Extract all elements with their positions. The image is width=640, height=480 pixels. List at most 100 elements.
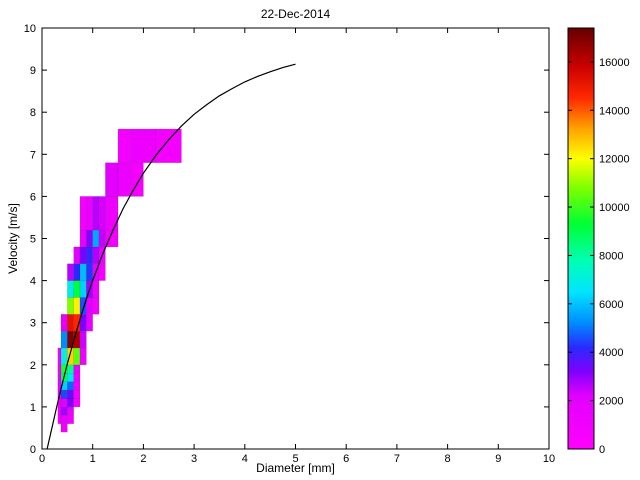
colorbar-tick-label: 14000 — [599, 105, 630, 117]
heatmap-cell — [67, 314, 74, 332]
colorbar-tick-label: 4000 — [599, 347, 623, 359]
heatmap-cell — [60, 398, 68, 408]
heatmap-cell — [79, 280, 87, 298]
heatmap-cell — [60, 423, 68, 433]
heatmap-cell — [79, 196, 87, 231]
x-axis-label: Diameter [mm] — [256, 461, 335, 475]
heatmap-cell — [67, 389, 74, 399]
heatmap-cell — [79, 330, 87, 349]
heatmap-cell — [57, 406, 62, 424]
heatmap-cell — [60, 415, 68, 424]
heatmap-cell — [73, 364, 81, 374]
heatmap-cell — [57, 372, 62, 391]
axes-ticks — [41, 27, 550, 450]
heatmap-cell — [73, 398, 81, 408]
heatmap-cell — [60, 347, 68, 366]
colorbar — [567, 27, 595, 450]
heatmap-cell — [79, 263, 87, 281]
x-tick-label: 1 — [90, 453, 96, 465]
heatmap-cell — [79, 347, 87, 366]
terminal-velocity-curve — [46, 63, 296, 450]
x-tick-label: 2 — [140, 453, 146, 465]
heatmap-cell — [57, 364, 62, 374]
heatmap-cell — [117, 162, 131, 197]
x-tick-label: 5 — [292, 453, 298, 465]
heatmap-cell — [86, 196, 93, 231]
heatmap-cell — [130, 128, 157, 163]
heatmap-cell — [60, 330, 68, 349]
heatmap-cell — [86, 314, 93, 332]
heatmap-cell — [73, 389, 81, 399]
heatmap-cell — [67, 415, 74, 424]
heatmap-cell — [60, 406, 68, 416]
y-tick-label: 9 — [30, 65, 36, 77]
heatmap-cell — [86, 263, 93, 281]
y-tick-label: 8 — [30, 107, 36, 119]
y-tick-label: 3 — [30, 318, 36, 330]
heatmap-cell — [155, 128, 182, 163]
heatmap-cell — [73, 246, 81, 265]
heatmap-cell — [67, 398, 74, 408]
x-tick-label: 6 — [343, 453, 349, 465]
heatmap-cell — [73, 297, 81, 315]
heatmap-cell — [92, 297, 100, 315]
heatmap-cell — [67, 372, 74, 382]
chart-title: 22-Dec-2014 — [260, 7, 331, 21]
heatmap-cell — [67, 297, 74, 315]
x-tick-label: 3 — [191, 453, 197, 465]
heatmap-cell — [79, 229, 87, 248]
y-tick-label: 1 — [30, 402, 36, 414]
colorbar-tick-label: 0 — [599, 444, 605, 456]
colorbar-tick-label: 16000 — [599, 57, 630, 69]
x-tick-label: 10 — [543, 453, 555, 465]
heatmap-cell — [98, 229, 106, 248]
heatmap-cell — [79, 297, 87, 315]
x-tick-label: 7 — [394, 453, 400, 465]
heatmap-cells — [57, 128, 182, 433]
y-tick-label: 2 — [30, 360, 36, 372]
y-tick-label: 4 — [30, 276, 36, 288]
x-tick-label: 0 — [39, 453, 45, 465]
heatmap-cell — [67, 364, 74, 374]
colorbar-tick-label: 12000 — [599, 154, 630, 166]
heatmap-cell — [60, 389, 68, 399]
colorbar-tick-label: 2000 — [599, 396, 623, 408]
heatmap-cell — [117, 128, 131, 163]
heatmap-cell — [98, 196, 106, 231]
heatmap-cell — [105, 162, 119, 197]
heatmap-cell — [73, 280, 81, 298]
heatmap-cell — [73, 263, 81, 281]
heatmap-cell — [67, 381, 74, 391]
x-tick-label: 4 — [242, 453, 248, 465]
heatmap-cell — [67, 406, 74, 416]
heatmap-cell — [86, 229, 93, 248]
y-tick-label: 0 — [30, 444, 36, 456]
heatmap-cell — [60, 314, 68, 332]
tick-labels: 0 1 2 3 4 5 6 7 8 9 10 0 1 2 3 4 5 6 7 8 9 10 0 2000 4000 6000 800… — [24, 23, 630, 465]
heatmap-cell — [86, 246, 93, 265]
heatmap-cell — [92, 229, 100, 248]
x-tick-label: 8 — [445, 453, 451, 465]
colorbar-tick-label: 8000 — [599, 250, 623, 262]
heatmap-cell — [86, 297, 93, 315]
y-tick-label: 10 — [24, 23, 36, 35]
heatmap-cell — [92, 246, 100, 265]
heatmap-cell — [79, 246, 87, 265]
heatmap-cell — [98, 263, 106, 281]
heatmap-cell — [67, 280, 74, 298]
heatmap-cell — [105, 196, 119, 231]
x-tick-label: 9 — [495, 453, 501, 465]
heatmap-cell — [92, 280, 100, 298]
y-tick-label: 7 — [30, 149, 36, 161]
colorbar-ticks — [568, 61, 594, 450]
y-tick-label: 6 — [30, 191, 36, 203]
colorbar-tick-label: 10000 — [599, 202, 630, 214]
colorbar-tick-label: 6000 — [599, 299, 623, 311]
heatmap-cell — [57, 347, 62, 366]
y-tick-label: 5 — [30, 234, 36, 246]
heatmap-cell — [73, 347, 81, 366]
heatmap-cell — [73, 372, 81, 382]
heatmap-cell — [92, 196, 100, 231]
